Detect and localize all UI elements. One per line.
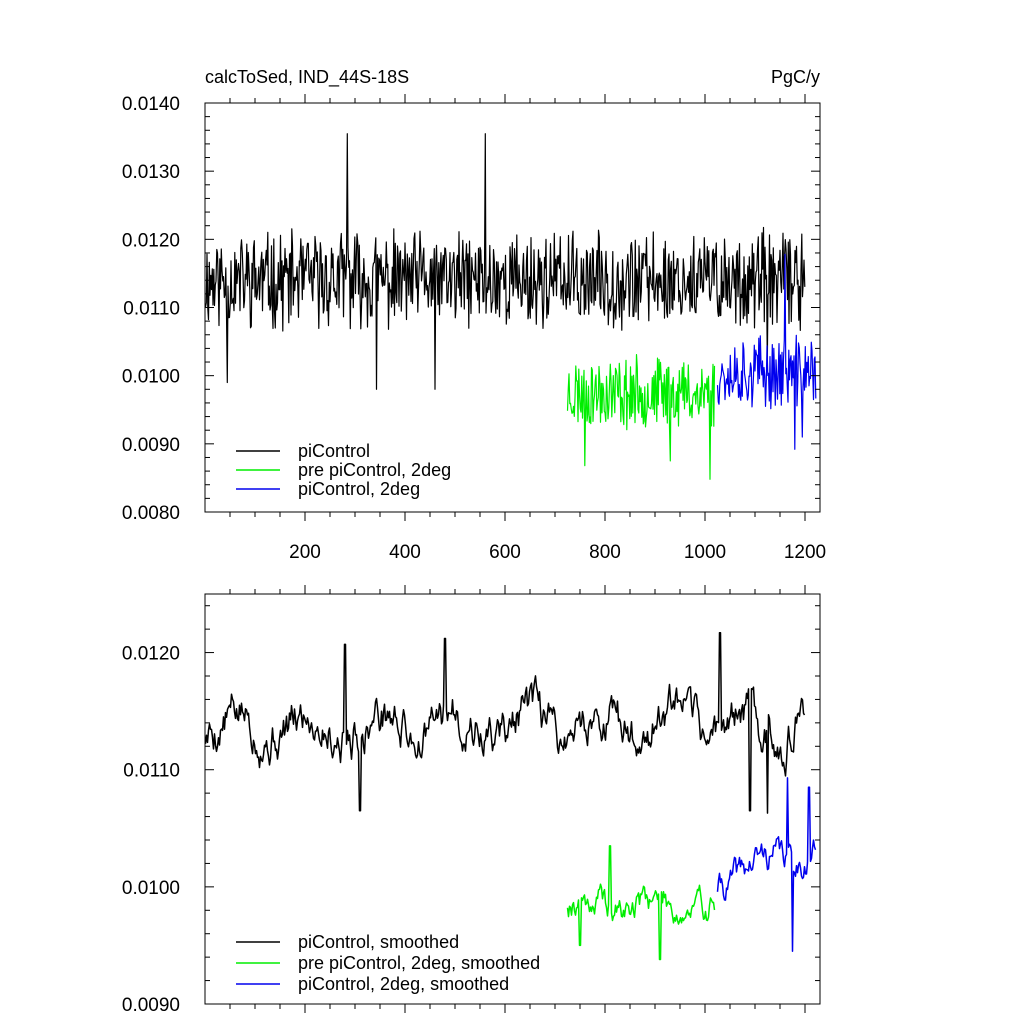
legend-label: piControl [298,441,370,461]
y-tick-label: 0.0100 [122,878,180,899]
legend-label: piControl, smoothed [298,932,459,952]
y-tick-label: 0.0100 [122,367,180,388]
y-tick-label: 0.0130 [122,162,180,183]
series-line-0 [204,133,806,390]
legend-label: pre piControl, 2deg, smoothed [298,953,540,973]
top-plot-lines [204,133,817,480]
series-line-0 [204,631,806,814]
y-tick-label: 0.0140 [122,94,180,115]
legend-label: piControl, 2deg [298,479,420,499]
series-line-2 [716,253,817,450]
y-tick-label: 0.0120 [122,230,180,251]
bottom-panel: 0.0090 0.0100 0.0110 0.0120 piControl, smoo… [122,585,821,1016]
series-line-1 [566,354,716,480]
x-tick-label: 200 [289,542,321,563]
y-tick-label: 0.0090 [122,435,180,456]
series-line-2 [716,777,817,953]
legend-label: pre piControl, 2deg [298,460,451,480]
y-tick-label: 0.0120 [122,644,180,665]
legend-label: piControl, 2deg, smoothed [298,974,509,994]
top-panel: calcToSed, IND_44S-18S PgC/y 0.0080 0.009… [122,67,826,563]
top-ticks: 0.0080 0.0090 0.0100 0.0110 0.0120 0.0130 0.01… [122,94,826,563]
top-chart-title: calcToSed, IND_44S-18S [205,67,409,88]
y-tick-label: 0.0110 [123,299,180,320]
bottom-plot-frame [204,593,821,1005]
series-line-1 [566,845,716,961]
bottom-ticks: 0.0090 0.0100 0.0110 0.0120 [122,585,820,1016]
x-tick-label: 800 [589,542,621,563]
x-tick-label: 1200 [784,542,826,563]
x-tick-label: 1000 [684,542,726,563]
y-tick-label: 0.0080 [122,503,180,524]
top-chart-units: PgC/y [771,67,820,87]
bottom-plot-lines [204,631,817,961]
x-tick-label: 400 [389,542,421,563]
y-tick-label: 0.0110 [123,761,180,782]
y-tick-label: 0.0090 [122,995,180,1016]
x-tick-label: 600 [489,542,521,563]
